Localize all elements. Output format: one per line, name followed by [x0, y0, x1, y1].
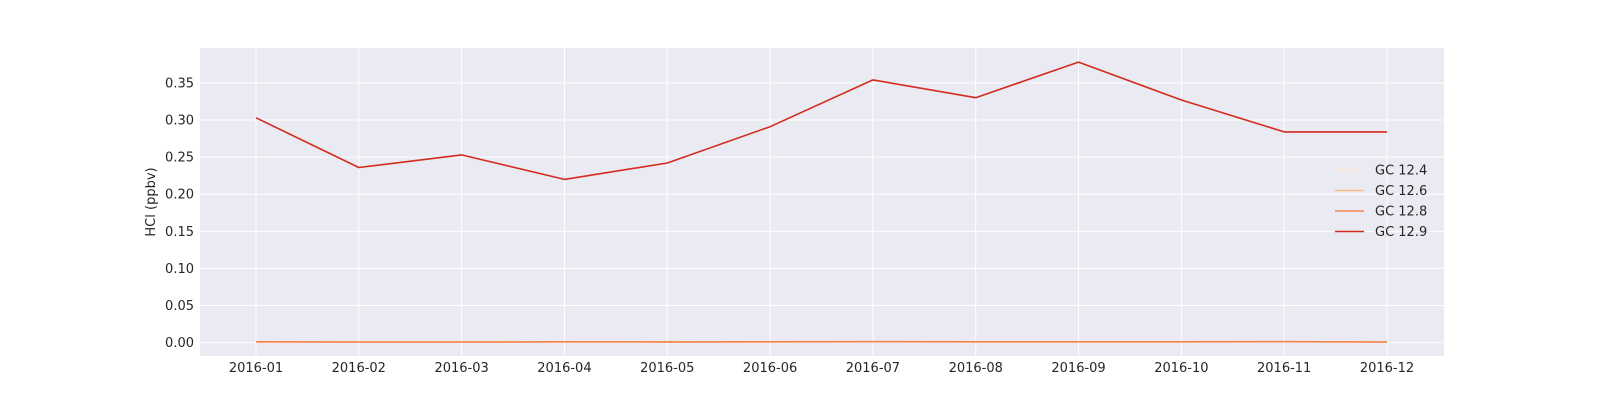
x-tick-label: 2016-05 — [640, 361, 694, 376]
y-tick-label: 0.20 — [165, 188, 194, 203]
x-tick-label: 2016-04 — [537, 361, 591, 376]
y-tick-label: 0.25 — [165, 151, 194, 166]
x-tick-label: 2016-03 — [434, 361, 488, 376]
x-tick-label: 2016-08 — [949, 361, 1003, 376]
x-tick-label: 2016-12 — [1360, 361, 1414, 376]
x-tick-label: 2016-09 — [1051, 361, 1105, 376]
x-tick-label: 2016-06 — [743, 361, 797, 376]
y-tick-label: 0.05 — [165, 299, 194, 314]
series-lines — [255, 61, 1388, 343]
y-tick-label: 0.10 — [165, 262, 194, 277]
legend-label: GC 12.4 — [1375, 164, 1427, 179]
legend-label: GC 12.9 — [1375, 225, 1427, 240]
x-tick-label: 2016-02 — [332, 361, 386, 376]
y-tick-label: 0.30 — [165, 113, 194, 128]
x-tick-labels: 2016-01 2016-02 2016-03 2016-04 2016-05 2016-… — [229, 361, 1414, 376]
series-line — [255, 61, 1387, 181]
plot-area — [200, 48, 1444, 356]
x-tick-label: 2016-01 — [229, 361, 283, 376]
grid — [200, 48, 1444, 356]
legend-label: GC 12.8 — [1375, 205, 1427, 220]
legend-label: GC 12.6 — [1375, 184, 1427, 199]
x-tick-label: 2016-07 — [846, 361, 900, 376]
x-tick-label: 2016-10 — [1154, 361, 1208, 376]
y-axis-label: HCl (ppbv) — [144, 167, 159, 236]
legend: GC 12.4 GC 12.6 GC 12.8 GC 12.9 — [1335, 164, 1427, 240]
x-tick-label: 2016-11 — [1257, 361, 1311, 376]
y-tick-label: 0.00 — [165, 336, 194, 351]
y-tick-labels: 0.00 0.05 0.10 0.15 0.20 0.25 0.30 0.35 — [165, 76, 194, 351]
y-tick-label: 0.15 — [165, 225, 194, 240]
y-tick-label: 0.35 — [165, 76, 194, 91]
